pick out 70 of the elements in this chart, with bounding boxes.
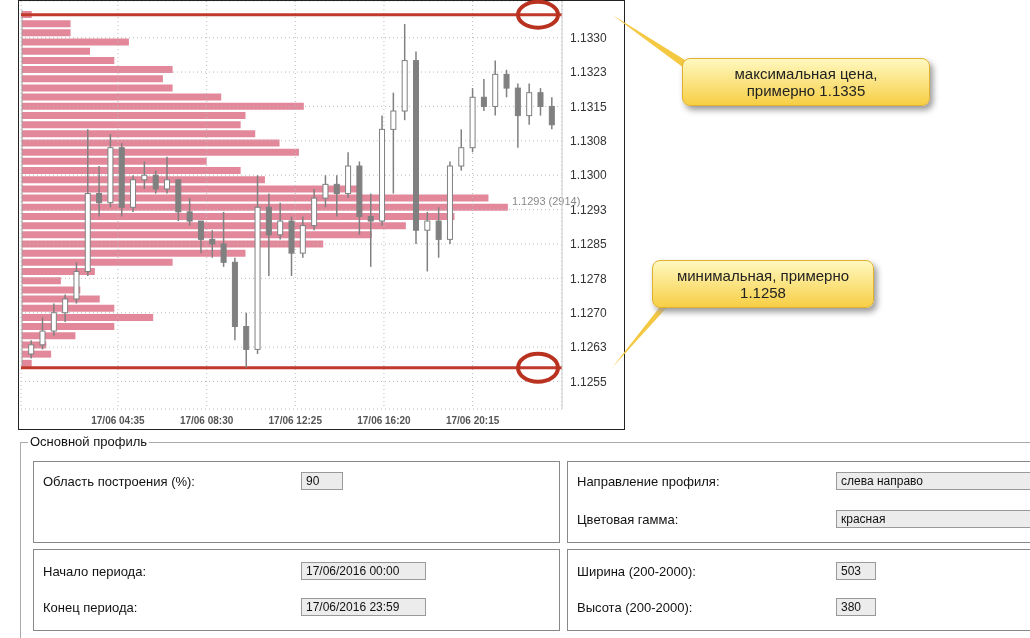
bar (22, 167, 241, 175)
candlestick (548, 96, 555, 131)
callout-box: максимальная цена, примерно 1.1335 (682, 57, 930, 106)
text: Высота (200-2000): (577, 600, 693, 615)
candlestick (503, 69, 510, 99)
text: Основной профиль (28, 434, 150, 449)
text: Область построения (%): (43, 474, 195, 489)
bar (22, 111, 246, 119)
candlestick (424, 211, 431, 273)
x-tick-label: 17/06 16:20 (357, 415, 412, 427)
x-tick-label: 17/06 04:35 (91, 415, 146, 427)
bar (22, 84, 173, 92)
y-tick-label: 1.1315 (570, 99, 608, 114)
candlestick (186, 197, 193, 227)
y-tick-label: 1.1263 (570, 340, 608, 355)
candlestick (96, 165, 103, 218)
candlestick (243, 311, 250, 369)
y-tick-label: 1.1330 (570, 30, 608, 45)
candlestick (480, 78, 487, 112)
bar (22, 38, 129, 46)
candlestick (537, 87, 544, 117)
bar (22, 139, 280, 147)
bar (22, 20, 71, 28)
candlestick (526, 82, 533, 126)
candlestick (367, 192, 374, 268)
candlestick (390, 91, 397, 195)
text: Направление профиля: (577, 474, 720, 489)
text: слева направо (836, 472, 1030, 490)
text: 90 (301, 472, 343, 490)
bar (22, 47, 91, 55)
y-tick-label: 1.1308 (570, 134, 608, 149)
bar (22, 29, 71, 37)
y-tick-label: 1.1300 (570, 168, 608, 183)
y-tick-label: 1.1323 (570, 65, 608, 80)
bar (22, 157, 207, 165)
text: Конец периода: (43, 600, 138, 615)
bar (22, 75, 163, 83)
candlestick (435, 206, 442, 259)
annotation: 1.1293 (2914) (511, 195, 581, 208)
candlestick (220, 211, 227, 268)
bar (22, 56, 115, 64)
text: Ширина (200-2000): (577, 564, 696, 579)
bar (22, 102, 304, 110)
bar (22, 148, 299, 156)
candlestick (458, 128, 465, 172)
candlestick (333, 174, 340, 218)
bar (22, 277, 61, 285)
bar (22, 121, 241, 129)
y-tick-label: 1.1278 (570, 271, 608, 286)
text: Начало периода: (43, 564, 147, 579)
callout-box: минимальная, примерно 1.1258 (652, 259, 874, 308)
candlestick (197, 220, 204, 254)
x-tick-label: 17/06 12:25 (268, 415, 323, 427)
y-tick-label: 1.1255 (570, 374, 608, 389)
text: 503 (836, 562, 876, 580)
y-tick-label: 1.1270 (570, 305, 608, 320)
candlestick (152, 169, 159, 195)
y-tick-label: 1.1285 (570, 237, 608, 252)
bar (22, 66, 173, 74)
x-tick-label: 17/06 20:15 (445, 415, 500, 427)
text: 17/06/2016 00:00 (301, 562, 426, 580)
bar (22, 258, 173, 266)
text: 380 (836, 598, 876, 616)
text: красная (836, 510, 1030, 528)
text: Цветовая гамма: (577, 512, 679, 527)
bar (22, 93, 222, 101)
x-tick-label: 17/06 08:30 (179, 415, 234, 427)
candlestick (209, 229, 216, 259)
bar (22, 130, 256, 138)
text: 17/06/2016 23:59 (301, 598, 426, 616)
